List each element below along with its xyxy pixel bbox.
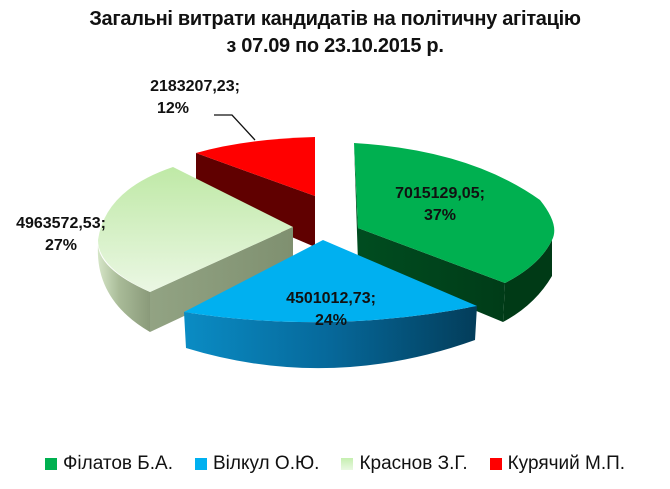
data-label-filatov: 7015129,05; 37% <box>380 183 500 227</box>
legend-label: Курячий М.П. <box>507 453 626 474</box>
legend-label: Краснов З.Г. <box>359 453 468 474</box>
data-label-percent: 37% <box>423 207 457 224</box>
leader-line <box>214 114 256 141</box>
pie-slice-vilkul <box>184 240 477 369</box>
data-label-value: 4501012,73; <box>286 290 376 307</box>
data-label-vilkul: 4501012,73; 24% <box>266 288 396 332</box>
data-label-value: 4963572,53; <box>16 215 106 232</box>
data-label-value: 2183207,23; <box>150 78 240 95</box>
chart-title: Загальні витрати кандидатів на політичну… <box>0 6 670 60</box>
legend-item-vilkul: Вілкул О.Ю. <box>194 453 320 475</box>
legend-item-krasnov: Краснов З.Г. <box>341 453 468 475</box>
data-label-percent: 27% <box>44 237 78 254</box>
data-label-krasnov: 4963572,53; 27% <box>2 213 120 257</box>
chart-title-line-1: Загальні витрати кандидатів на політичну… <box>89 8 581 30</box>
legend-item-filatov: Філатов Б.А. <box>44 453 173 475</box>
data-label-percent: 12% <box>157 100 190 117</box>
legend-swatch-icon <box>489 458 502 470</box>
data-label-percent: 24% <box>314 312 348 329</box>
data-label-kuriachyi: 2183207,23; 12% <box>135 76 255 120</box>
pie-slice-filatov <box>354 143 555 322</box>
legend-item-kuriachyi: Курячий М.П. <box>489 453 626 475</box>
legend-label: Філатов Б.А. <box>62 453 173 474</box>
legend-swatch-icon <box>194 458 207 470</box>
chart-legend: Філатов Б.А. Вілкул О.Ю. Краснов З.Г. Ку… <box>0 453 670 475</box>
legend-swatch-icon <box>341 458 354 470</box>
data-label-value: 7015129,05; <box>395 185 485 202</box>
chart-title-line-2: з 07.09 по 23.10.2015 р. <box>226 35 444 57</box>
legend-swatch-icon <box>44 458 57 470</box>
legend-label: Вілкул О.Ю. <box>212 453 320 474</box>
pie-slice-krasnov <box>97 167 293 332</box>
